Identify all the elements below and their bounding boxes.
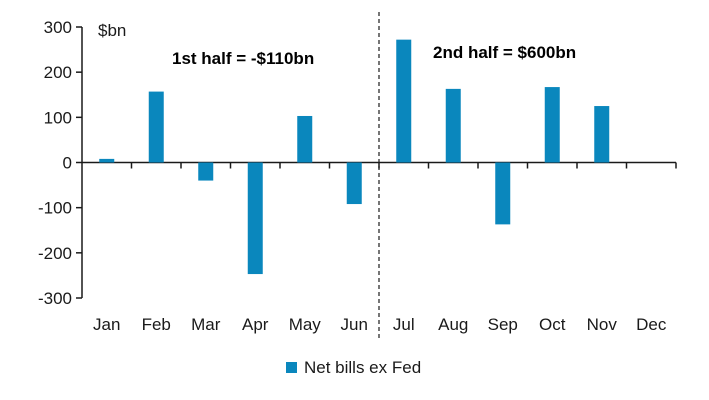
y-tick-label: -200 xyxy=(38,244,72,263)
x-ticks: Jan Feb Mar Apr May Jun Jul Aug Sep Oct Nov Dec xyxy=(93,162,677,334)
x-tick-label-aug: Aug xyxy=(438,315,468,334)
legend: Net bills ex Fed xyxy=(286,358,421,377)
y-tick-label: -100 xyxy=(38,199,72,218)
legend-label: Net bills ex Fed xyxy=(304,358,421,377)
bar-jan xyxy=(99,158,115,163)
y-unit-label: $bn xyxy=(98,21,126,40)
first-half-annotation: 1st half = -$110bn xyxy=(172,49,314,68)
x-tick-label-oct: Oct xyxy=(539,315,566,334)
x-tick-label-apr: Apr xyxy=(242,315,269,334)
bar-oct xyxy=(544,87,560,163)
bar-feb xyxy=(148,91,164,163)
y-tick-label: 200 xyxy=(44,63,72,82)
legend-swatch xyxy=(286,362,297,373)
bar-apr xyxy=(247,162,263,275)
second-half-annotation: 2nd half = $600bn xyxy=(433,43,576,62)
x-tick-label-jan: Jan xyxy=(93,315,120,334)
bar-jun xyxy=(346,162,362,205)
x-tick-label-sep: Sep xyxy=(488,315,518,334)
y-tick-label: 300 xyxy=(44,18,72,37)
x-tick-label-may: May xyxy=(289,315,322,334)
x-tick-label-dec: Dec xyxy=(636,315,667,334)
x-tick-label-jul: Jul xyxy=(393,315,415,334)
bars xyxy=(99,39,610,275)
bar-jul xyxy=(396,39,412,163)
bar-aug xyxy=(445,88,461,163)
x-tick-label-jun: Jun xyxy=(341,315,368,334)
x-tick-label-feb: Feb xyxy=(142,315,171,334)
x-tick-label-nov: Nov xyxy=(587,315,618,334)
y-ticks: 300 200 100 0 -100 -200 -300 xyxy=(38,18,82,308)
y-tick-label: -300 xyxy=(38,289,72,308)
y-tick-label: 100 xyxy=(44,108,72,127)
y-tick-label: 0 xyxy=(63,154,72,173)
bar-may xyxy=(297,115,313,163)
bar-mar xyxy=(198,162,214,181)
x-tick-label-mar: Mar xyxy=(191,315,221,334)
bar-nov xyxy=(594,106,610,163)
bar-sep xyxy=(495,162,511,225)
